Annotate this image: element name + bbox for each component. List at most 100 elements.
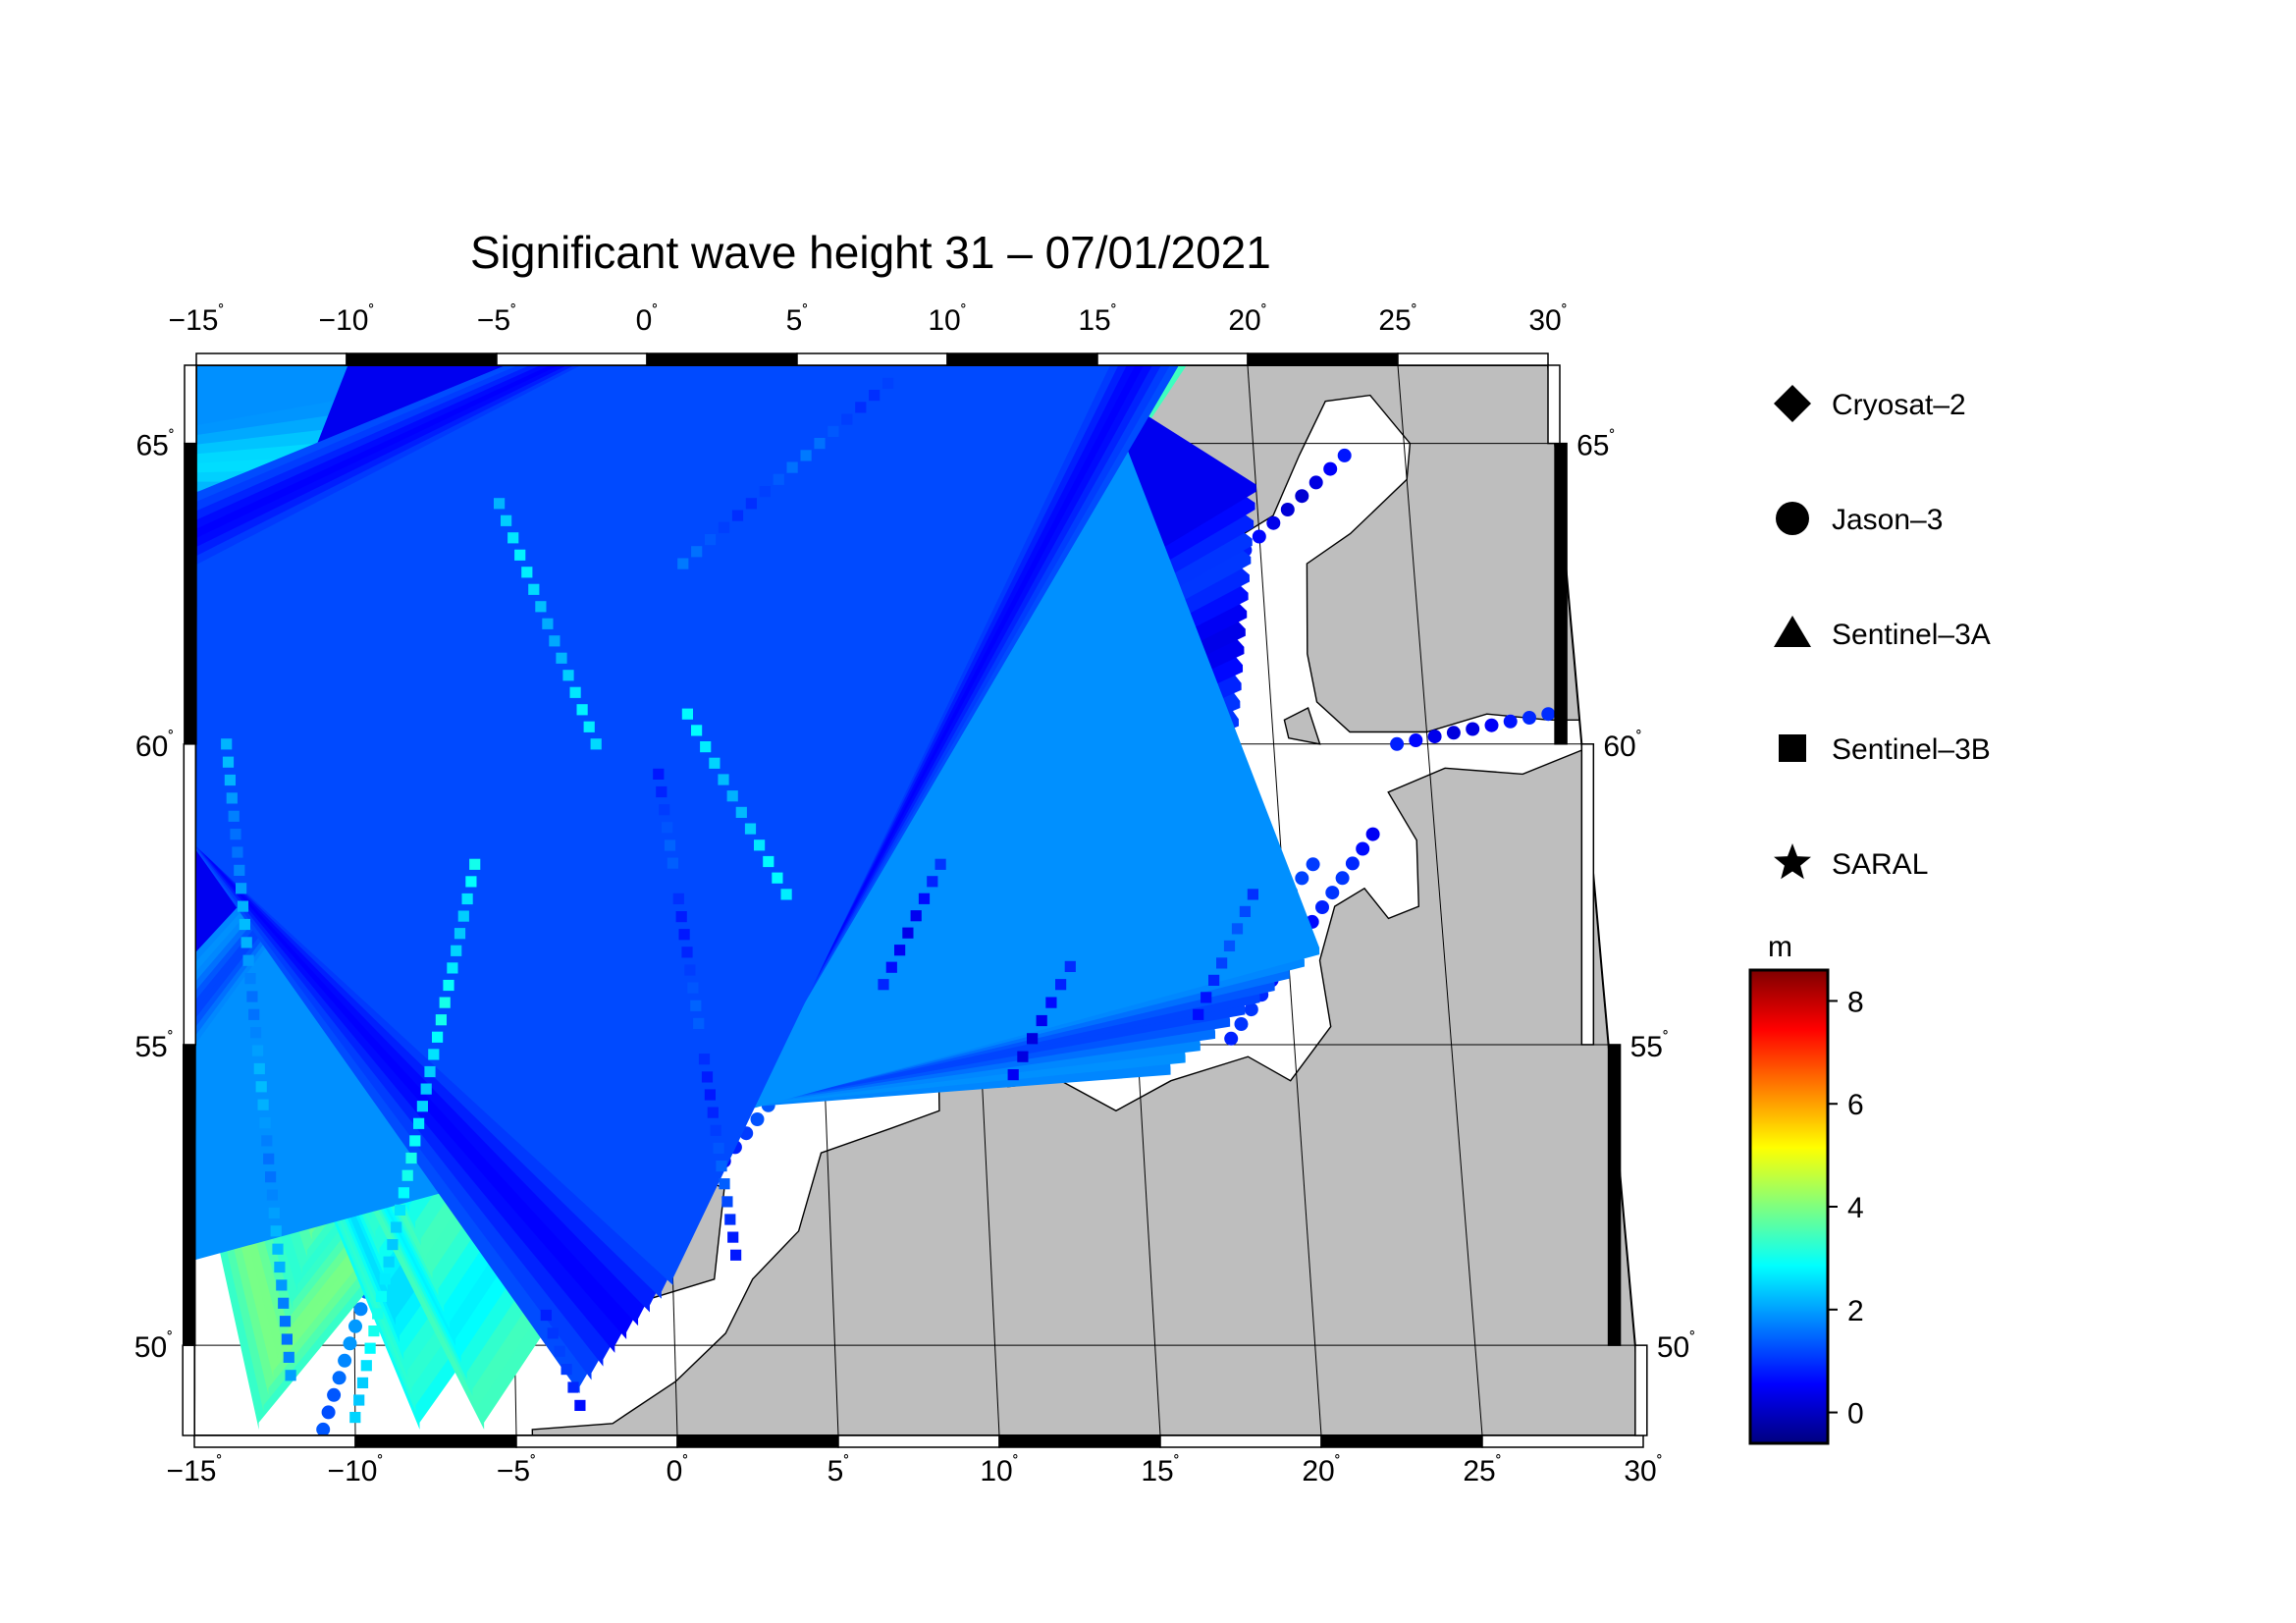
track-point bbox=[368, 1325, 380, 1337]
frame-segment bbox=[998, 1434, 1161, 1448]
track-point bbox=[691, 546, 703, 558]
degree-symbol: ˚ bbox=[1689, 1329, 1695, 1349]
track-point bbox=[250, 1027, 262, 1039]
track-point bbox=[391, 1221, 402, 1233]
track bbox=[221, 738, 296, 1381]
track-point bbox=[910, 910, 922, 922]
frame-segment bbox=[195, 352, 347, 366]
track-point bbox=[383, 1256, 395, 1268]
longitude-label: 5˚ bbox=[786, 302, 809, 337]
track-point bbox=[451, 945, 462, 956]
track-point bbox=[348, 1319, 362, 1333]
track-point bbox=[424, 1065, 436, 1078]
track-point bbox=[1064, 960, 1076, 972]
longitude-label: 30˚ bbox=[1624, 1453, 1662, 1488]
track-point bbox=[704, 1089, 716, 1101]
track-point bbox=[554, 1345, 565, 1357]
track-point bbox=[1239, 905, 1251, 917]
degree-symbol: ˚ bbox=[1412, 302, 1417, 322]
frame-segment bbox=[1397, 352, 1549, 366]
legend-label: Sentinel–3B bbox=[1832, 733, 1991, 766]
longitude-label: −5˚ bbox=[477, 302, 516, 337]
track-point bbox=[1224, 1031, 1239, 1046]
track-point bbox=[754, 839, 766, 851]
colorbar: m 8 6 4 2 0 bbox=[1748, 931, 1864, 1445]
track-point bbox=[709, 757, 721, 769]
track-point bbox=[251, 1045, 264, 1056]
track bbox=[194, 365, 1394, 1394]
frame-segment bbox=[1607, 1044, 1622, 1346]
track-point bbox=[718, 521, 730, 533]
track-point bbox=[447, 962, 458, 974]
latitude-label: 55˚ bbox=[134, 1029, 173, 1063]
longitude-label: 10˚ bbox=[980, 1453, 1018, 1488]
frame-segment bbox=[1247, 352, 1399, 366]
track-point bbox=[364, 1342, 376, 1354]
track-point bbox=[372, 1308, 384, 1320]
track-point bbox=[786, 461, 798, 473]
colorbar-tick-label: 6 bbox=[1847, 1089, 1864, 1121]
longitude-label: −10˚ bbox=[328, 1453, 384, 1488]
track-point bbox=[759, 486, 771, 498]
degree-symbol: ˚ bbox=[1261, 302, 1267, 322]
longitude-label: 20˚ bbox=[1228, 302, 1266, 337]
track-point bbox=[653, 768, 665, 780]
track-point bbox=[735, 806, 747, 818]
track-point bbox=[387, 1239, 399, 1251]
track-point bbox=[360, 1360, 372, 1372]
frame-segment bbox=[515, 1434, 678, 1448]
colorbar-unit: m bbox=[1768, 931, 1792, 963]
track-point bbox=[678, 929, 690, 941]
frame-segment bbox=[646, 352, 798, 366]
track-point bbox=[1036, 1014, 1047, 1027]
track-point bbox=[576, 704, 588, 716]
track-point bbox=[1427, 730, 1442, 744]
longitude-label: 20˚ bbox=[1302, 1453, 1340, 1488]
track-point bbox=[828, 425, 839, 437]
track bbox=[1223, 448, 1352, 571]
frame-segment bbox=[796, 352, 948, 366]
track-point bbox=[279, 1316, 292, 1327]
altimeter-tracks bbox=[194, 365, 1556, 1435]
track-point bbox=[855, 402, 867, 413]
latitude-label: 65˚ bbox=[135, 428, 174, 462]
track-point bbox=[375, 1290, 388, 1302]
frame-segment bbox=[1159, 1434, 1322, 1448]
frame-segment bbox=[184, 442, 197, 745]
track-point bbox=[672, 893, 684, 904]
degree-symbol: ˚ bbox=[510, 302, 516, 322]
track-point bbox=[590, 738, 602, 750]
track bbox=[677, 377, 894, 569]
track-point bbox=[693, 1017, 705, 1029]
degree-symbol: ˚ bbox=[168, 729, 174, 748]
track-point bbox=[272, 1243, 284, 1255]
track-point bbox=[514, 549, 526, 561]
track-point bbox=[869, 390, 881, 402]
track-point bbox=[707, 1107, 719, 1118]
track-point bbox=[239, 918, 250, 931]
track-point bbox=[705, 534, 717, 546]
degree-symbol: ˚ bbox=[1657, 1453, 1663, 1473]
coordinate-labels: −15˚ −15˚ −10˚ −10˚ −5˚ −5˚ 0˚ 0˚ 5˚ 5˚ 10˚ 10˚ 15˚ 1… bbox=[134, 302, 1695, 1488]
degree-symbol: ˚ bbox=[169, 428, 175, 448]
track-point bbox=[248, 1008, 260, 1020]
frame-segment bbox=[496, 352, 648, 366]
track-point bbox=[270, 1225, 282, 1237]
track-point bbox=[1345, 856, 1360, 871]
track-point bbox=[1503, 714, 1518, 729]
longitude-label: 10˚ bbox=[928, 302, 966, 337]
track-point bbox=[263, 1153, 275, 1164]
track-point bbox=[379, 1273, 391, 1285]
track-point bbox=[1266, 515, 1281, 530]
track-point bbox=[1323, 461, 1338, 476]
diamond-icon bbox=[1774, 385, 1811, 422]
track-point bbox=[283, 1351, 294, 1363]
track-point bbox=[327, 1387, 342, 1402]
track-point bbox=[677, 558, 689, 569]
track-point bbox=[222, 756, 235, 768]
track-point bbox=[710, 1124, 721, 1136]
track-point bbox=[745, 498, 757, 510]
track-point bbox=[321, 1405, 336, 1420]
latitude-label: 50˚ bbox=[134, 1329, 173, 1364]
longitude-label: 25˚ bbox=[1463, 1453, 1501, 1488]
